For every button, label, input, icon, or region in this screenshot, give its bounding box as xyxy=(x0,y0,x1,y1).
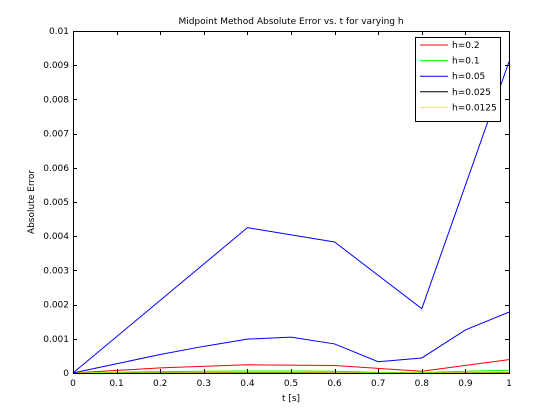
x-tick-label: 0.8 xyxy=(415,379,430,389)
legend: h=0.2 h=0.1 h=0.05 h=0.025 h=0.0125 xyxy=(415,37,501,122)
x-tick-label: 0 xyxy=(70,379,76,389)
y-tick-label: 0.002 xyxy=(43,301,69,311)
y-tick-label: 0.006 xyxy=(43,164,69,174)
y-tick-label: 0.003 xyxy=(43,266,69,276)
chart-title: Midpoint Method Absolute Error vs. t for… xyxy=(178,17,403,27)
y-tick-label: 0.009 xyxy=(43,61,69,71)
ticks-layer: 0 0.1 0.2 0.3 0.4 0.5 0.6 0.7 0.8 0.9 1 0 0.001 0.002… xyxy=(43,27,512,389)
y-tick-label: 0.004 xyxy=(43,232,69,242)
legend-label: h=0.05 xyxy=(452,72,485,82)
legend-label: h=0.0125 xyxy=(452,103,497,113)
y-tick-label: 0.01 xyxy=(49,27,69,37)
y-axis-label: Absolute Error xyxy=(27,170,37,234)
y-tick-label: 0.005 xyxy=(43,198,69,208)
x-tick-label: 0.1 xyxy=(109,379,123,389)
x-tick-label: 0.7 xyxy=(371,379,385,389)
legend-label: h=0.2 xyxy=(452,41,480,51)
x-tick-label: 1 xyxy=(506,379,512,389)
x-tick-label: 0.9 xyxy=(458,379,473,389)
y-tick-label: 0.007 xyxy=(43,130,69,140)
legend-label: h=0.025 xyxy=(452,88,491,98)
x-tick-label: 0.3 xyxy=(197,379,211,389)
y-tick-label: 0.008 xyxy=(43,95,69,105)
x-tick-label: 0.2 xyxy=(153,379,167,389)
y-tick-label: 0.001 xyxy=(43,335,69,345)
series-line-h-0-2 xyxy=(72,359,510,374)
x-tick-label: 0.4 xyxy=(240,379,255,389)
series-line-h-0-05 xyxy=(72,61,510,374)
legend-label: h=0.1 xyxy=(452,57,480,67)
x-tick-label: 0.5 xyxy=(284,379,298,389)
x-tick-label: 0.6 xyxy=(327,379,342,389)
x-axis-label: t [s] xyxy=(282,394,300,404)
series-line-unlabeled-5 xyxy=(72,311,510,374)
y-tick-label: 0 xyxy=(63,369,69,379)
